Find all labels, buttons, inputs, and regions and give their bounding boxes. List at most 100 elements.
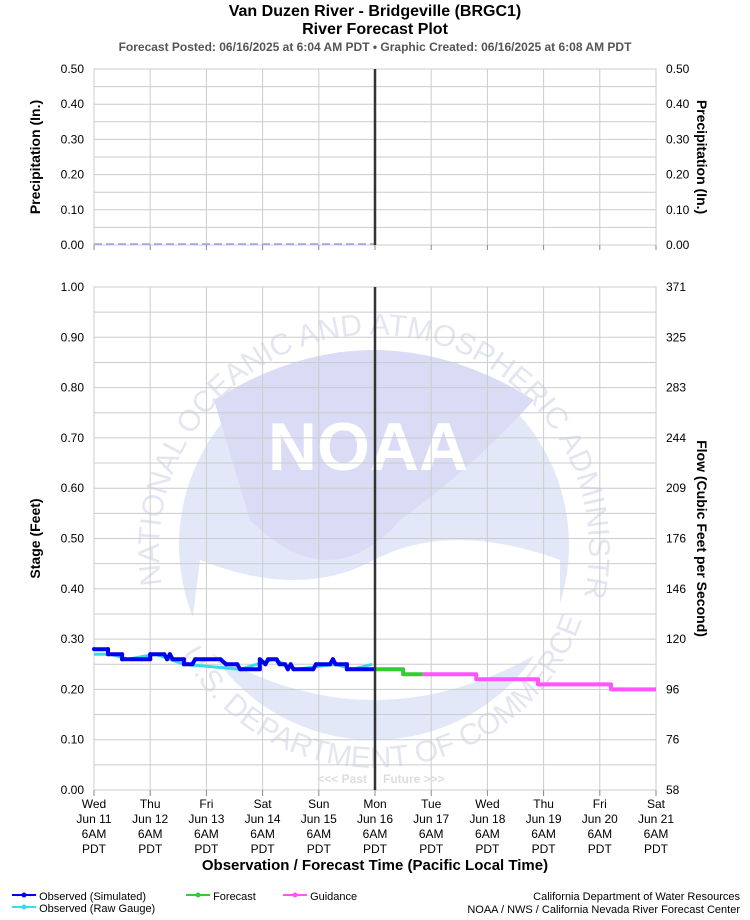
x-tick-label: 6AM [644, 827, 669, 841]
precip-ytick-left: 0.00 [61, 238, 85, 252]
observed-point [106, 647, 111, 652]
x-tick-label: Jun 16 [357, 812, 393, 826]
x-tick-label: Fri [199, 797, 213, 811]
precip-ytick-right: 0.00 [666, 238, 690, 252]
chart-title: Van Duzen River - Bridgeville (BRGC1) [228, 3, 522, 20]
precip-ylabel-right: Precipitation (In.) [694, 100, 710, 214]
x-tick-label: Fri [593, 797, 607, 811]
x-tick-label: Tue [421, 797, 442, 811]
x-tick-label: 6AM [194, 827, 219, 841]
flow-ytick-right: 120 [666, 632, 686, 646]
x-tick-label: PDT [532, 842, 557, 856]
observed-point [333, 662, 338, 667]
x-tick-label: 6AM [250, 827, 275, 841]
observed-point [274, 657, 279, 662]
x-tick-label: 6AM [306, 827, 331, 841]
x-tick-label: PDT [419, 842, 444, 856]
observed-point [165, 657, 170, 662]
x-tick-label: Jun 15 [301, 812, 337, 826]
observed-point [291, 667, 296, 672]
observed-point [344, 662, 349, 667]
x-axis-label: Observation / Forecast Time (Pacific Loc… [202, 857, 548, 874]
stage-ylabel-left: Stage (Feet) [27, 498, 43, 578]
credit-dwr: California Department of Water Resources [533, 891, 740, 903]
series-guidance [422, 672, 656, 692]
x-tick-label: PDT [475, 842, 500, 856]
observed-point [181, 657, 186, 662]
flow-ytick-right: 283 [666, 381, 686, 395]
x-tick-label: Wed [82, 797, 106, 811]
chart-subtitle: River Forecast Plot [302, 21, 448, 38]
x-tick-label: PDT [307, 842, 332, 856]
x-tick-label: Sun [308, 797, 329, 811]
legend-forecast: Forecast [186, 890, 256, 903]
flow-ytick-right: 96 [666, 682, 680, 696]
precip-ytick-right: 0.40 [666, 97, 690, 111]
observed-point [288, 662, 293, 667]
observed-point [92, 647, 96, 652]
precip-ylabel-left: Precipitation (In.) [27, 100, 43, 214]
precip-ytick-right: 0.20 [666, 168, 690, 182]
legend-label: Observed (Raw Gauge) [39, 903, 156, 915]
flow-ytick-right: 325 [666, 330, 686, 344]
observed-point [344, 667, 349, 672]
stage-ytick-left: 0.50 [61, 532, 85, 546]
observed-point [190, 662, 195, 667]
observed-point [263, 662, 268, 667]
x-tick-label: Thu [140, 797, 161, 811]
precip-ytick-left: 0.40 [61, 97, 85, 111]
observed-point [238, 667, 243, 672]
x-tick-label: Sat [254, 797, 273, 811]
observed-point [277, 662, 282, 667]
observed-point [283, 662, 288, 667]
flow-ytick-right: 209 [666, 481, 686, 495]
x-tick-label: Jun 20 [582, 812, 618, 826]
watermark-logo-text: NOAA [268, 409, 468, 485]
precip-ytick-right: 0.50 [666, 62, 690, 76]
precip-ytick-right: 0.30 [666, 132, 690, 146]
x-tick-label: 6AM [531, 827, 556, 841]
observed-point [330, 657, 335, 662]
x-tick-label: PDT [138, 842, 163, 856]
observed-point [106, 652, 111, 657]
flow-ylabel-right: Flow (Cubic Feet per Second) [694, 440, 710, 637]
flow-ytick-right: 371 [666, 280, 686, 294]
observed-point [328, 662, 333, 667]
x-tick-label: Jun 21 [638, 812, 674, 826]
observed-point [266, 657, 271, 662]
stage-ytick-left: 0.80 [61, 381, 85, 395]
observed-point [285, 667, 290, 672]
precip-ytick-right: 0.10 [666, 203, 690, 217]
observed-point [167, 652, 172, 657]
x-tick-label: Mon [363, 797, 386, 811]
series-forecast [375, 667, 423, 677]
x-tick-label: Thu [533, 797, 554, 811]
legend-label: Observed (Simulated) [39, 891, 147, 903]
flow-ytick-right: 176 [666, 532, 686, 546]
flow-ytick-right: 244 [666, 431, 686, 445]
x-tick-label: Sat [647, 797, 666, 811]
stage-ytick-left: 0.30 [61, 632, 85, 646]
observed-point [148, 657, 153, 662]
observed-point [224, 662, 229, 667]
x-tick-label: PDT [82, 842, 107, 856]
precip-ytick-left: 0.50 [61, 62, 85, 76]
precip-ytick-left: 0.30 [61, 132, 85, 146]
observed-point [257, 657, 262, 662]
credit-nws: NOAA / NWS / California Nevada River For… [467, 904, 740, 916]
x-tick-label: Jun 17 [413, 812, 449, 826]
x-tick-label: Jun 19 [526, 812, 562, 826]
observed-point [120, 657, 125, 662]
observed-point [120, 652, 125, 657]
legend-label: Guidance [310, 891, 358, 903]
observed-point [170, 657, 175, 662]
legend-guidance: Guidance [283, 890, 357, 903]
stage-ytick-left: 0.10 [61, 733, 85, 747]
posted-info: Forecast Posted: 06/16/2025 at 6:04 AM P… [118, 40, 632, 54]
stage-ytick-left: 0.60 [61, 481, 85, 495]
observed-point [181, 662, 186, 667]
stage-ytick-left: 0.00 [61, 783, 85, 797]
x-tick-label: 6AM [587, 827, 612, 841]
flow-ytick-right: 58 [666, 783, 680, 797]
